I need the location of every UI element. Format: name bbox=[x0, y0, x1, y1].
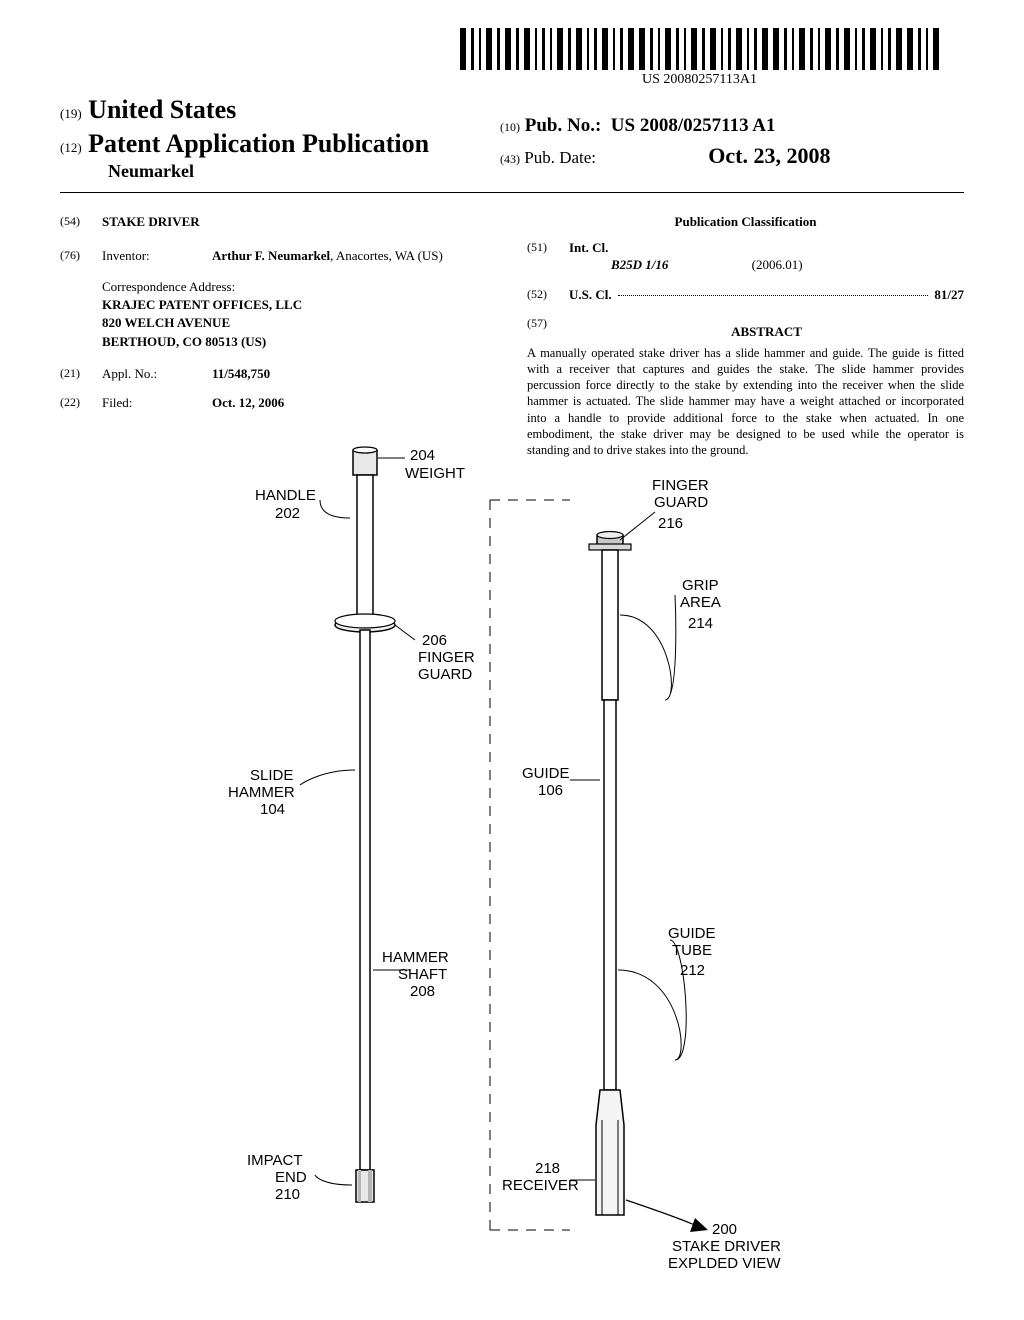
divider bbox=[60, 192, 964, 193]
correspondence-block: Correspondence Address: KRAJEC PATENT OF… bbox=[102, 278, 497, 351]
svg-text:GUARD: GUARD bbox=[418, 666, 472, 683]
inventor-label: Inventor: bbox=[102, 247, 212, 265]
intcl-body: Int. Cl. B25D 1/16 (2006.01) bbox=[569, 239, 803, 274]
filed-row: (22) Filed: Oct. 12, 2006 bbox=[60, 394, 497, 412]
svg-text:SLIDE: SLIDE bbox=[250, 767, 293, 784]
corr-line3: BERTHOUD, CO 80513 (US) bbox=[102, 333, 497, 351]
inventor-row: (76) Inventor: Arthur F. Neumarkel, Anac… bbox=[60, 247, 497, 265]
svg-text:HANDLE: HANDLE bbox=[255, 487, 316, 504]
pubno-num: (10) bbox=[500, 120, 520, 134]
svg-text:216: 216 bbox=[658, 515, 683, 532]
right-column: Publication Classification (51) Int. Cl.… bbox=[527, 213, 964, 458]
pubno-line: (10) Pub. No.: US 2008/0257113 A1 bbox=[500, 115, 830, 137]
abstract-num: (57) bbox=[527, 315, 569, 345]
title-num: (54) bbox=[60, 213, 102, 231]
svg-text:GUIDE: GUIDE bbox=[668, 925, 716, 942]
filed-val: Oct. 12, 2006 bbox=[212, 394, 497, 412]
corr-label: Correspondence Address: bbox=[102, 278, 497, 296]
applno-row: (21) Appl. No.: 11/548,750 bbox=[60, 365, 497, 383]
svg-text:STAKE DRIVER: STAKE DRIVER bbox=[672, 1238, 781, 1255]
pubno-val: US 2008/0257113 A1 bbox=[611, 115, 776, 136]
intcl-row: (51) Int. Cl. B25D 1/16 (2006.01) bbox=[527, 239, 964, 274]
intcl-num: (51) bbox=[527, 239, 569, 274]
applno-label: Appl. No.: bbox=[102, 365, 212, 383]
left-column: (54) STAKE DRIVER (76) Inventor: Arthur … bbox=[60, 213, 497, 458]
pubdate-label: Pub. Date: bbox=[524, 148, 596, 167]
svg-text:EXPLDED VIEW: EXPLDED VIEW bbox=[668, 1255, 781, 1270]
pubno-label: Pub. No.: bbox=[525, 115, 602, 136]
barcode-text: US 20080257113A1 bbox=[460, 72, 939, 88]
svg-text:200: 200 bbox=[712, 1221, 737, 1238]
intcl-year: (2006.01) bbox=[752, 257, 803, 272]
applno-num: (21) bbox=[60, 365, 102, 383]
uscl-label: U.S. Cl. bbox=[569, 286, 612, 304]
svg-text:202: 202 bbox=[275, 505, 300, 522]
svg-text:204: 204 bbox=[410, 447, 435, 464]
svg-text:FINGER: FINGER bbox=[418, 649, 475, 666]
inventor-name: Arthur F. Neumarkel bbox=[212, 248, 330, 263]
svg-text:212: 212 bbox=[680, 962, 705, 979]
country: United States bbox=[88, 95, 236, 124]
svg-text:208: 208 bbox=[410, 983, 435, 1000]
invention-title: STAKE DRIVER bbox=[102, 213, 497, 231]
pubdate-line: (43) Pub. Date: Oct. 23, 2008 bbox=[500, 143, 830, 169]
inventor-loc: , Anacortes, WA (US) bbox=[330, 248, 443, 263]
abstract-header-row: (57) ABSTRACT bbox=[527, 315, 964, 345]
svg-text:HAMMER: HAMMER bbox=[382, 949, 449, 966]
svg-text:210: 210 bbox=[275, 1186, 300, 1203]
filed-label: Filed: bbox=[102, 394, 212, 412]
figure: 204 WEIGHT HANDLE 202 206 FINGER GUARD S… bbox=[200, 440, 840, 1270]
abstract-title: ABSTRACT bbox=[569, 323, 964, 341]
corr-line2: 820 WELCH AVENUE bbox=[102, 314, 497, 332]
svg-text:GUARD: GUARD bbox=[654, 494, 708, 511]
svg-text:GRIP: GRIP bbox=[682, 577, 719, 594]
country-num: (19) bbox=[60, 106, 82, 121]
svg-text:HAMMER: HAMMER bbox=[228, 784, 295, 801]
svg-text:AREA: AREA bbox=[680, 594, 721, 611]
svg-text:104: 104 bbox=[260, 801, 285, 818]
classif-title: Publication Classification bbox=[527, 213, 964, 231]
barcode bbox=[460, 28, 939, 70]
header-right: (10) Pub. No.: US 2008/0257113 A1 (43) P… bbox=[500, 115, 830, 169]
svg-text:218: 218 bbox=[535, 1160, 560, 1177]
pubdate-num: (43) bbox=[500, 152, 520, 166]
svg-text:RECEIVER: RECEIVER bbox=[502, 1177, 579, 1194]
pubtype: Patent Application Publication bbox=[88, 129, 429, 158]
title-row: (54) STAKE DRIVER bbox=[60, 213, 497, 231]
dotted-fill bbox=[618, 286, 929, 296]
svg-text:WEIGHT: WEIGHT bbox=[405, 465, 465, 482]
svg-text:214: 214 bbox=[688, 615, 713, 632]
uscl-row: (52) U.S. Cl. 81/27 bbox=[527, 286, 964, 304]
svg-text:END: END bbox=[275, 1169, 307, 1186]
svg-text:106: 106 bbox=[538, 782, 563, 799]
svg-text:SHAFT: SHAFT bbox=[398, 966, 447, 983]
corr-line1: KRAJEC PATENT OFFICES, LLC bbox=[102, 296, 497, 314]
uscl-num: (52) bbox=[527, 286, 569, 304]
svg-text:FINGER: FINGER bbox=[652, 477, 709, 494]
svg-text:GUIDE: GUIDE bbox=[522, 765, 570, 782]
intcl-label: Int. Cl. bbox=[569, 239, 803, 257]
svg-text:206: 206 bbox=[422, 632, 447, 649]
filed-num: (22) bbox=[60, 394, 102, 412]
uscl-val: 81/27 bbox=[934, 286, 964, 304]
applno-val: 11/548,750 bbox=[212, 365, 497, 383]
pubtype-num: (12) bbox=[60, 140, 82, 155]
inventor-val: Arthur F. Neumarkel, Anacortes, WA (US) bbox=[212, 247, 497, 265]
pubdate-val: Oct. 23, 2008 bbox=[708, 143, 830, 168]
intcl-class: B25D 1/16 bbox=[611, 257, 668, 272]
barcode-block: US 20080257113A1 bbox=[460, 28, 939, 88]
svg-text:TUBE: TUBE bbox=[672, 942, 712, 959]
svg-text:IMPACT: IMPACT bbox=[247, 1152, 303, 1169]
columns: (54) STAKE DRIVER (76) Inventor: Arthur … bbox=[60, 213, 964, 458]
inventor-num: (76) bbox=[60, 247, 102, 265]
